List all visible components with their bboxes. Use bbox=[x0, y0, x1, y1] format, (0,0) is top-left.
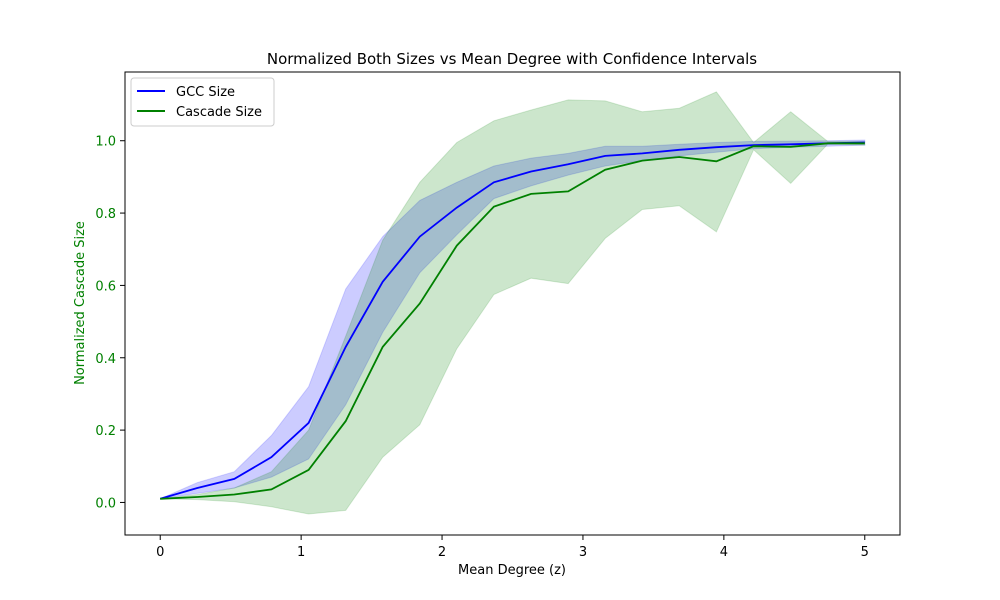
chart-title: Normalized Both Sizes vs Mean Degree wit… bbox=[267, 50, 757, 68]
x-tick-label: 1 bbox=[297, 545, 305, 560]
series-lines bbox=[159, 141, 865, 500]
plot-area-frame bbox=[124, 71, 901, 536]
x-axis-title: Mean Degree (z) bbox=[458, 563, 566, 578]
y-tick-label: 0.8 bbox=[95, 207, 116, 222]
x-tick-label: 2 bbox=[438, 545, 446, 560]
x-tick-label: 5 bbox=[861, 545, 869, 560]
series-1-line bbox=[159, 141, 865, 500]
x-axis: 0 1 2 3 4 5 bbox=[156, 535, 869, 560]
y-tick-label: 0.6 bbox=[95, 279, 116, 294]
y-tick-label: 1.0 bbox=[95, 135, 116, 150]
confidence-bands bbox=[159, 91, 866, 515]
y-tick-label: 0.0 bbox=[95, 496, 116, 511]
x-tick-label: 4 bbox=[720, 545, 728, 560]
x-tick-label: 3 bbox=[579, 545, 587, 560]
legend: GCC Size Cascade Size bbox=[130, 77, 275, 127]
x-tick-label: 0 bbox=[156, 545, 164, 560]
y-axis: 0.0 0.2 0.4 0.6 0.8 1.0 bbox=[95, 135, 125, 511]
y-axis-title: Normalized Cascade Size bbox=[73, 221, 88, 385]
series-2-line bbox=[160, 142, 865, 500]
y-tick-label: 0.4 bbox=[95, 352, 116, 367]
legend-box bbox=[130, 77, 275, 127]
legend-label-2: Cascade Size bbox=[176, 105, 262, 120]
y-tick-label: 0.2 bbox=[95, 424, 116, 439]
legend-label-1: GCC Size bbox=[176, 85, 235, 100]
